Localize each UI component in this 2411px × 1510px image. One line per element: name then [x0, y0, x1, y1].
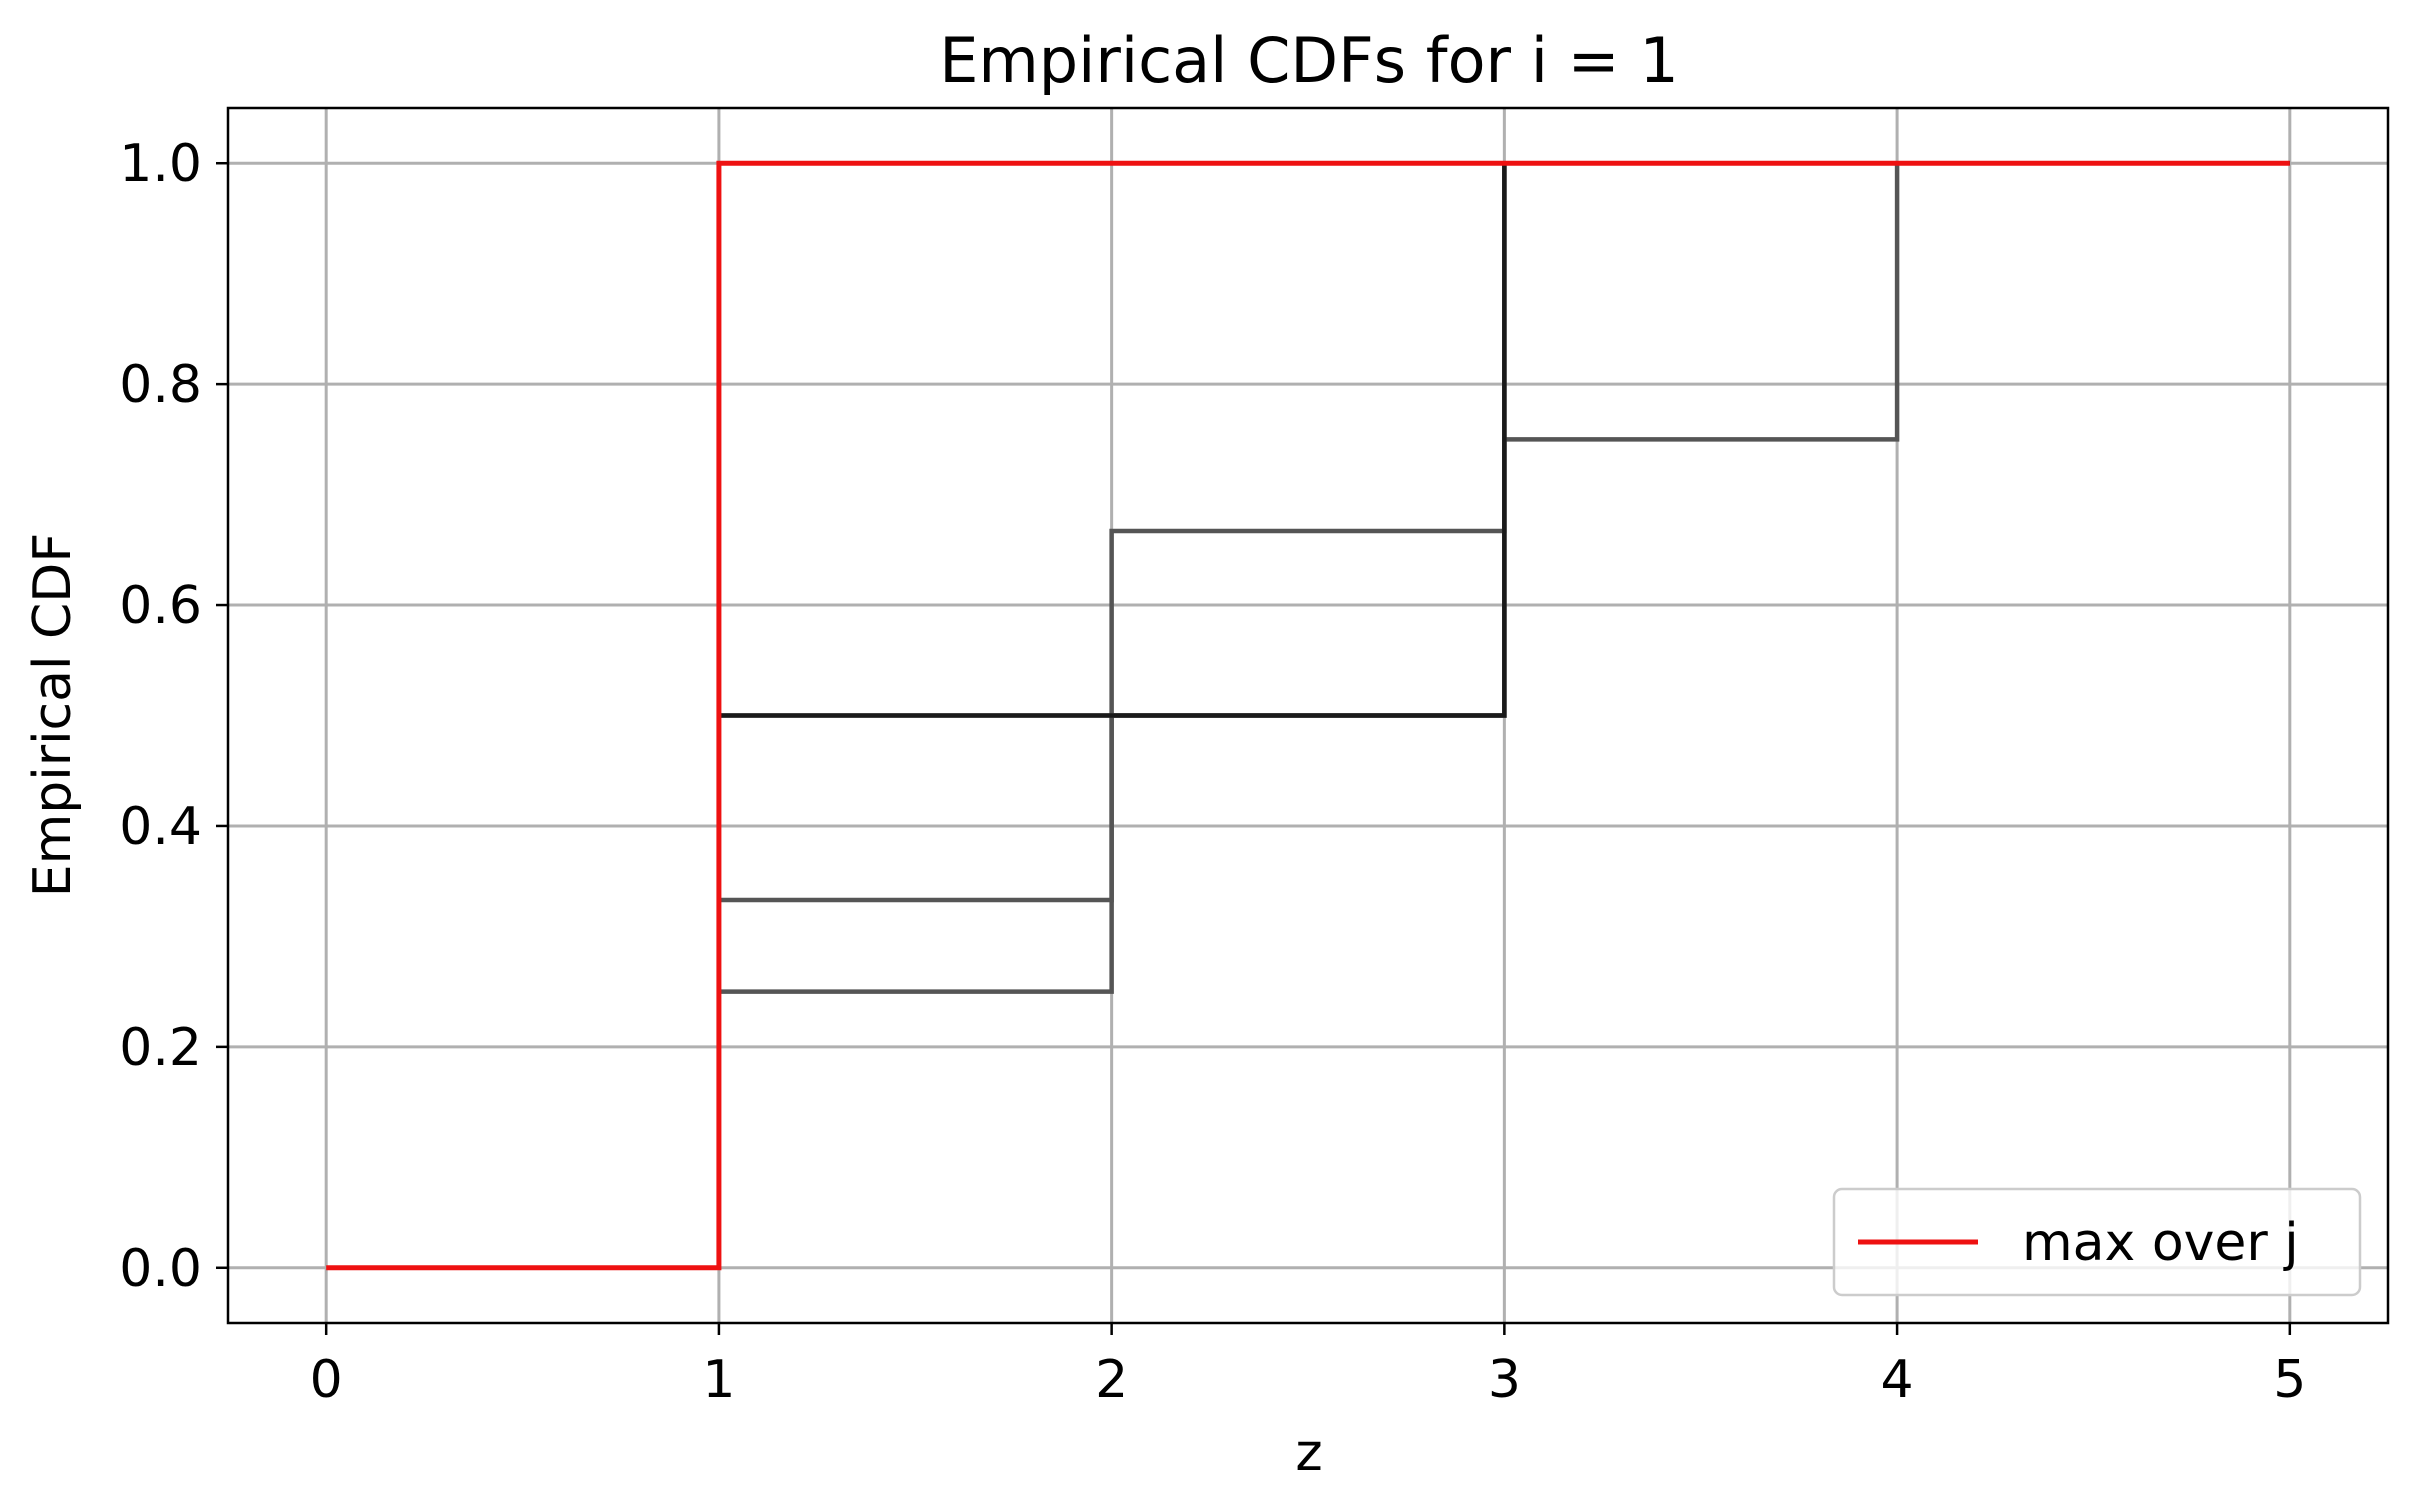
- legend: max over j: [1832, 1187, 2362, 1297]
- x-tick-label: 5: [2273, 1350, 2306, 1410]
- x-tick-label: 2: [1095, 1350, 1128, 1410]
- x-axis: 0 1 2 3 4 5: [310, 1323, 2306, 1410]
- chart-title: Empirical CDFs for i = 1: [939, 24, 1679, 97]
- y-tick-label: 0.4: [119, 797, 202, 857]
- series-line-max-over-j: [326, 160, 2290, 1271]
- y-axis-label: Empirical CDF: [23, 533, 83, 897]
- legend-box: [1832, 1187, 2362, 1297]
- y-tick-label: 0.2: [119, 1018, 202, 1078]
- x-tick-label: 1: [702, 1350, 735, 1410]
- x-tick-label: 4: [1881, 1350, 1914, 1410]
- legend-label: max over j: [2022, 1213, 2299, 1273]
- y-tick-label: 1.0: [119, 134, 202, 194]
- y-tick-label: 0.6: [119, 576, 202, 636]
- y-axis: 0.0 0.2 0.4 0.6 0.8 1.0: [119, 134, 228, 1299]
- x-tick-label: 0: [310, 1350, 343, 1410]
- y-tick-label: 0.8: [119, 355, 202, 415]
- series-group: [326, 160, 2290, 1271]
- plot-frame: [226, 106, 2390, 1325]
- y-tick-label: 0.0: [119, 1239, 202, 1299]
- series-line-ecdf-4: [718, 160, 2290, 718]
- x-tick-label: 3: [1488, 1350, 1521, 1410]
- x-axis-label: z: [1295, 1423, 1322, 1483]
